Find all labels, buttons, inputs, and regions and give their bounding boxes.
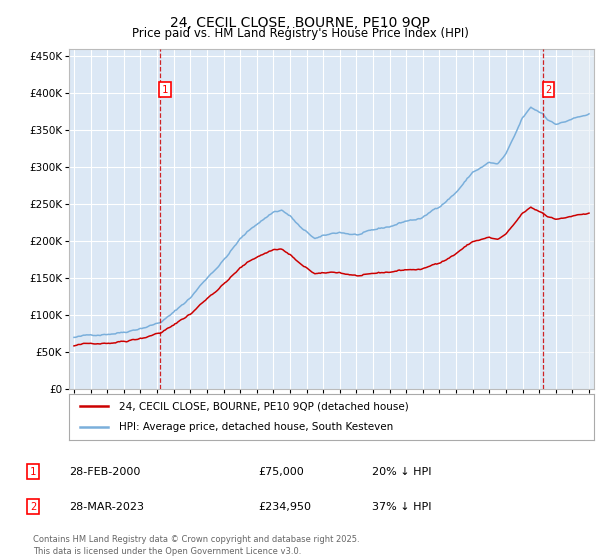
Text: 2: 2 bbox=[30, 502, 36, 512]
Text: 28-FEB-2000: 28-FEB-2000 bbox=[69, 466, 140, 477]
Text: 28-MAR-2023: 28-MAR-2023 bbox=[69, 502, 144, 512]
Text: £234,950: £234,950 bbox=[258, 502, 311, 512]
Bar bbox=[572, 49, 594, 389]
Text: 20% ↓ HPI: 20% ↓ HPI bbox=[372, 466, 431, 477]
Text: 24, CECIL CLOSE, BOURNE, PE10 9QP: 24, CECIL CLOSE, BOURNE, PE10 9QP bbox=[170, 16, 430, 30]
Text: 37% ↓ HPI: 37% ↓ HPI bbox=[372, 502, 431, 512]
Text: 2: 2 bbox=[545, 85, 552, 95]
Text: HPI: Average price, detached house, South Kesteven: HPI: Average price, detached house, Sout… bbox=[119, 422, 393, 432]
Text: 1: 1 bbox=[162, 85, 168, 95]
Bar bbox=[572, 49, 594, 389]
Text: 1: 1 bbox=[30, 466, 36, 477]
Text: Price paid vs. HM Land Registry's House Price Index (HPI): Price paid vs. HM Land Registry's House … bbox=[131, 27, 469, 40]
Text: £75,000: £75,000 bbox=[258, 466, 304, 477]
Text: Contains HM Land Registry data © Crown copyright and database right 2025.
This d: Contains HM Land Registry data © Crown c… bbox=[33, 535, 359, 556]
Text: 24, CECIL CLOSE, BOURNE, PE10 9QP (detached house): 24, CECIL CLOSE, BOURNE, PE10 9QP (detac… bbox=[119, 401, 409, 411]
Bar bbox=[572, 49, 594, 389]
